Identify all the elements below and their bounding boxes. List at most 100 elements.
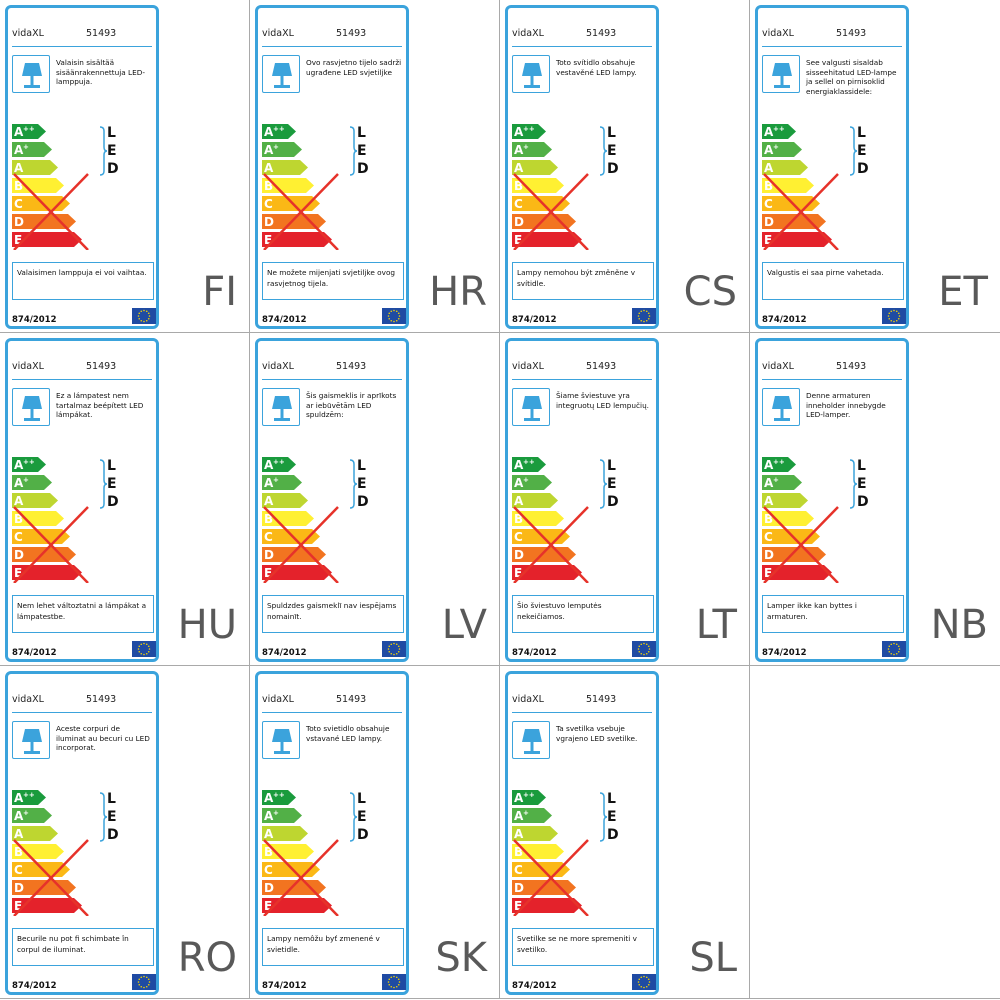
led-letter: L xyxy=(107,791,116,807)
eu-flag-icon xyxy=(637,975,651,989)
led-bracket xyxy=(99,126,108,176)
replaceability-note: Nem lehet változtatni a lámpákat a lámpa… xyxy=(12,595,154,633)
led-bracket xyxy=(99,459,108,509)
regulation-number: 874/2012 xyxy=(262,648,307,658)
lamp-icon xyxy=(772,63,792,88)
led-letter: L xyxy=(107,125,116,141)
language-code: FI xyxy=(202,269,237,315)
fixture-description: Denne armaturen inneholder innebygde LED… xyxy=(806,391,886,419)
header-divider xyxy=(512,712,652,713)
energy-class-superscript: ++ xyxy=(273,125,285,133)
fixture-description: Ez a lámpatest nem tartalmaz beépített L… xyxy=(56,391,144,419)
fixture-description: Ta svetilka vsebuje vgrajeno LED svetilk… xyxy=(556,724,638,743)
energy-class-0: A ++ xyxy=(512,790,546,805)
energy-class-3: B xyxy=(12,178,64,193)
fixture-description: Ovo rasvjetno tijelo sadrži ugrađene LED… xyxy=(306,58,402,77)
energy-class-letter: A xyxy=(14,791,24,805)
energy-class-letter: A xyxy=(514,458,524,472)
led-bracket xyxy=(849,126,858,176)
energy-class-letter: B xyxy=(264,845,273,859)
regulation-number: 874/2012 xyxy=(762,315,807,325)
lamp-icon-box xyxy=(762,55,800,93)
regulation-number: 874/2012 xyxy=(762,648,807,658)
language-code: NB xyxy=(930,602,988,648)
led-letter: E xyxy=(857,476,867,492)
eu-flag xyxy=(132,641,156,657)
language-code: CS xyxy=(683,269,737,315)
energy-class-letter: E xyxy=(264,899,272,913)
header-divider xyxy=(762,46,902,47)
regulation-number: 874/2012 xyxy=(512,981,557,991)
energy-class-letter: D xyxy=(764,215,774,229)
grid-cell: vidaXL 51493 Toto svítidlo obsahuje vestav… xyxy=(500,0,750,333)
energy-class-letter: E xyxy=(514,899,522,913)
energy-class-2: A xyxy=(762,160,808,175)
energy-label-card: vidaXL 51493 Denne armaturen inneholder in… xyxy=(755,338,909,662)
energy-label-card: vidaXL 51493 Ovo rasvjetno tijelo sadrži u… xyxy=(255,5,409,329)
energy-class-3: B xyxy=(512,511,564,526)
energy-class-1: A + xyxy=(262,142,302,157)
model-number: 51493 xyxy=(336,694,367,705)
energy-class-letter: A xyxy=(514,494,524,508)
energy-class-1: A + xyxy=(12,475,52,490)
energy-class-5: D xyxy=(762,547,826,562)
fixture-description: Toto svietidlo obsahuje vstavané LED lam… xyxy=(306,724,390,743)
brand-name: vidaXL xyxy=(12,28,44,39)
header-divider xyxy=(512,379,652,380)
energy-class-letter: C xyxy=(14,863,23,877)
energy-class-superscript: ++ xyxy=(273,458,285,466)
energy-class-1: A + xyxy=(262,808,302,823)
energy-class-scale: A ++ A + A B C D E xyxy=(262,790,362,916)
model-number: 51493 xyxy=(836,28,867,39)
energy-class-letter: C xyxy=(764,197,773,211)
led-bracket xyxy=(599,126,608,176)
model-number: 51493 xyxy=(836,361,867,372)
led-letter: D xyxy=(357,827,369,843)
energy-class-1: A + xyxy=(512,808,552,823)
header-divider xyxy=(262,379,402,380)
eu-flag-icon xyxy=(137,309,151,323)
model-number: 51493 xyxy=(86,694,117,705)
replaceability-note: Ne možete mijenjati svjetiljke ovog rasv… xyxy=(262,262,404,300)
energy-class-2: A xyxy=(12,493,58,508)
energy-class-letter: E xyxy=(14,233,22,247)
eu-flag-icon xyxy=(637,309,651,323)
energy-class-5: D xyxy=(262,880,326,895)
eu-flag xyxy=(132,974,156,990)
led-letter: E xyxy=(357,476,367,492)
energy-class-letter: A xyxy=(514,125,524,139)
energy-class-letter: D xyxy=(14,548,24,562)
led-letter: L xyxy=(357,125,366,141)
energy-class-5: D xyxy=(262,547,326,562)
energy-class-letter: C xyxy=(14,197,23,211)
brand-name: vidaXL xyxy=(262,694,294,705)
led-letter: D xyxy=(857,161,869,177)
led-letter: D xyxy=(357,161,369,177)
fixture-description: Valaisin sisältää sisäänrakennettuja LED… xyxy=(56,58,145,86)
energy-class-letter: A xyxy=(764,476,774,490)
energy-class-letter: E xyxy=(514,233,522,247)
energy-class-2: A xyxy=(512,160,558,175)
energy-class-2: A xyxy=(12,160,58,175)
led-bracket xyxy=(349,792,358,842)
led-letter: L xyxy=(607,125,616,141)
energy-class-superscript: + xyxy=(23,143,29,151)
excluded-classes-cross xyxy=(13,173,89,250)
energy-class-letter: E xyxy=(14,566,22,580)
energy-class-scale: A ++ A + A B C D E xyxy=(512,124,612,250)
regulation-number: 874/2012 xyxy=(512,648,557,658)
excluded-classes-cross xyxy=(263,839,339,916)
energy-class-superscript: + xyxy=(523,809,529,817)
energy-label-card: vidaXL 51493 Toto svítidlo obsahuje vestav… xyxy=(505,5,659,329)
led-letter: D xyxy=(857,494,869,510)
excluded-classes-cross xyxy=(513,173,589,250)
brand-name: vidaXL xyxy=(512,694,544,705)
energy-class-letter: A xyxy=(264,476,274,490)
eu-flag xyxy=(132,308,156,324)
language-code: SK xyxy=(435,935,487,981)
led-letter: E xyxy=(607,809,617,825)
replaceability-note: Lampy nemôžu byť zmenené v svietidle. xyxy=(262,928,404,966)
energy-class-3: B xyxy=(762,178,814,193)
